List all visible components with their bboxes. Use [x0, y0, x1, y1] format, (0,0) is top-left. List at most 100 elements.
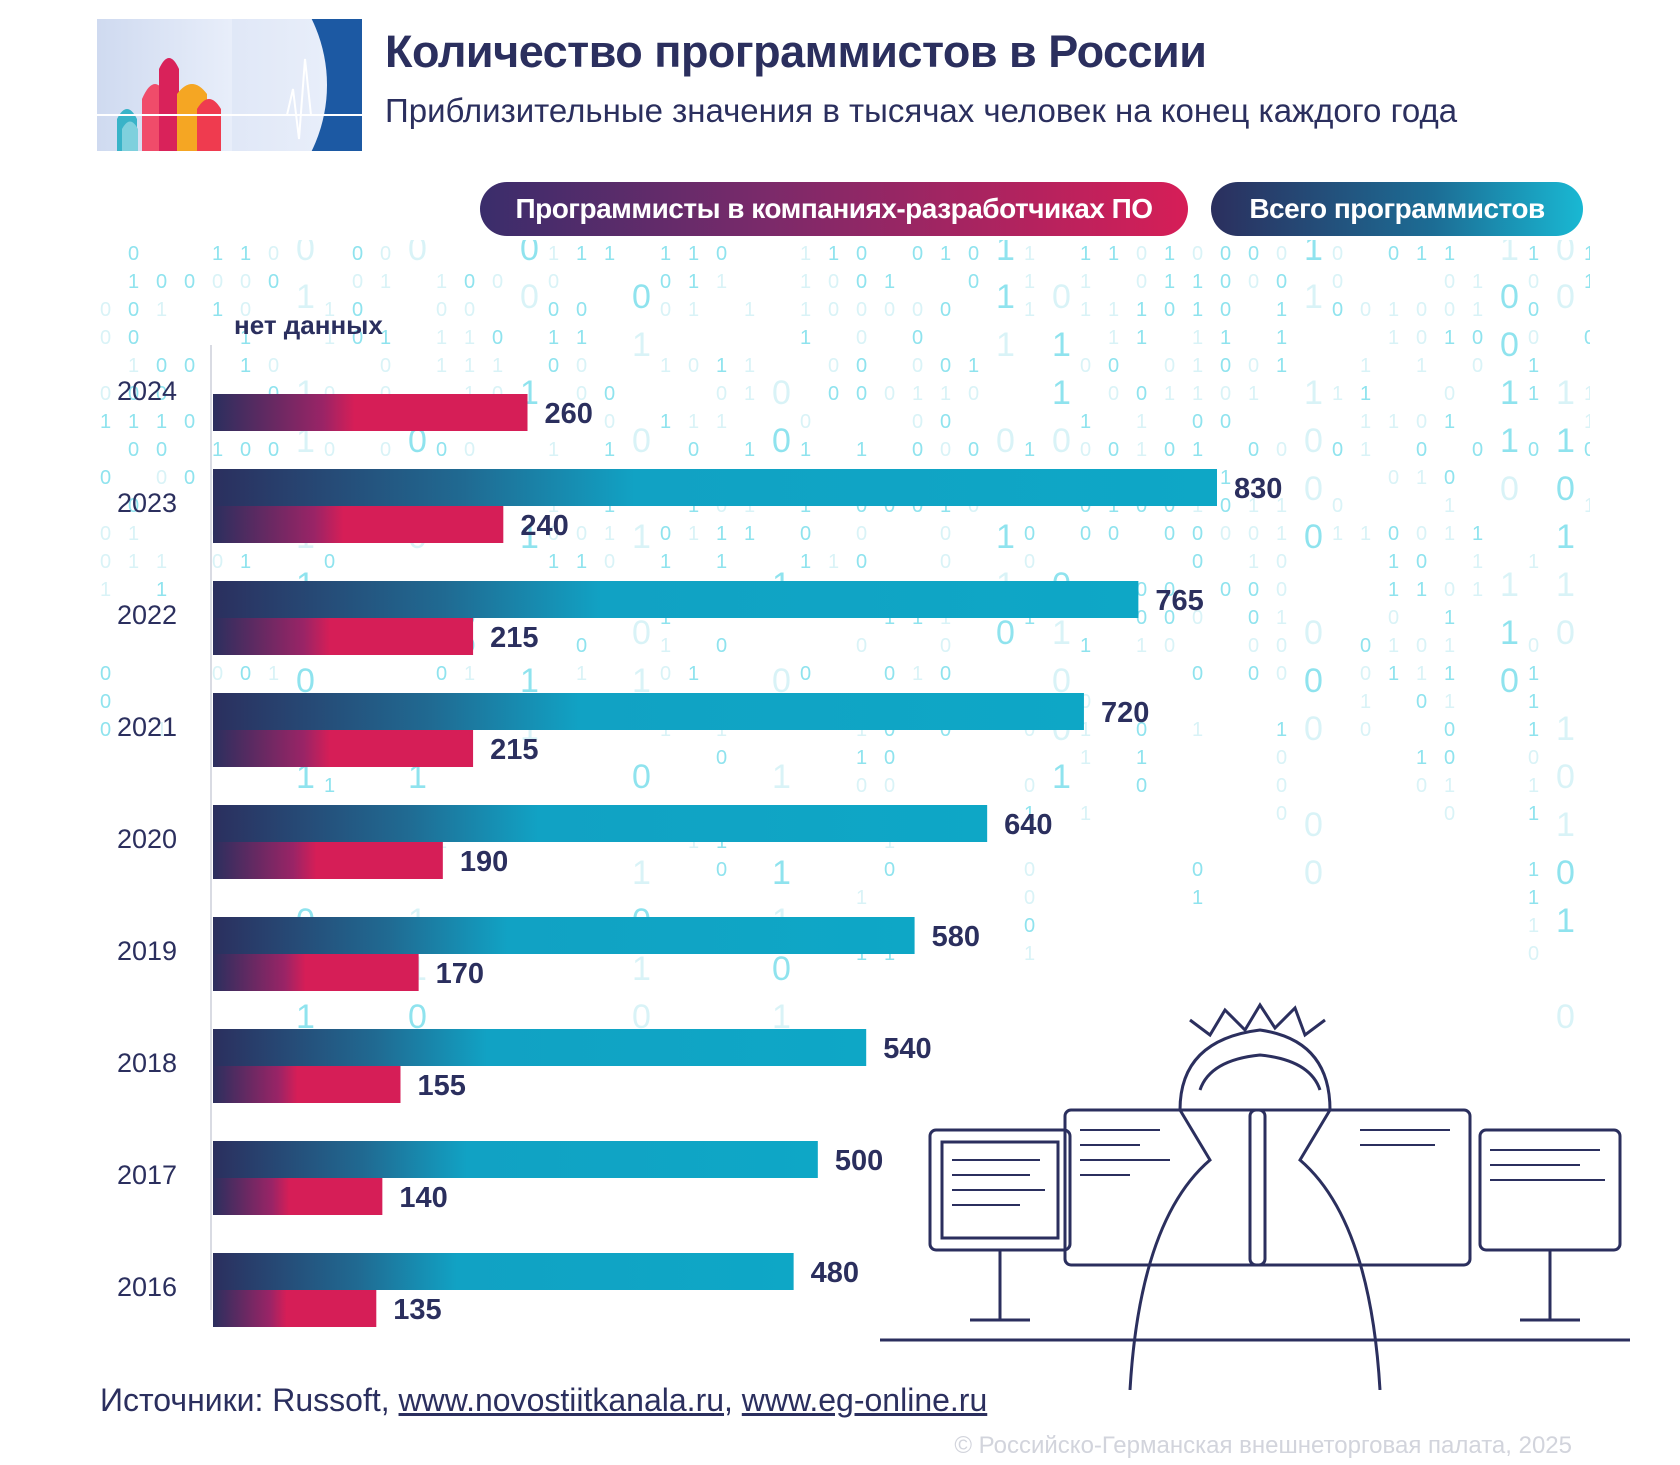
svg-text:0: 0 [1248, 355, 1259, 377]
svg-text:0: 0 [968, 271, 979, 293]
svg-text:0: 0 [1276, 579, 1287, 601]
year-label-2024: 2024 [117, 376, 177, 406]
svg-text:1: 1 [1388, 299, 1399, 321]
svg-text:0: 0 [548, 271, 559, 293]
svg-text:0: 0 [632, 278, 651, 316]
svg-text:1: 1 [1584, 411, 1590, 433]
svg-text:1: 1 [576, 327, 587, 349]
svg-text:1: 1 [996, 240, 1015, 268]
svg-text:1: 1 [576, 663, 587, 685]
svg-text:0: 0 [800, 411, 811, 433]
svg-text:0: 0 [184, 411, 195, 433]
svg-text:1: 1 [436, 355, 447, 377]
svg-text:1: 1 [744, 299, 755, 321]
source-link-eg-online[interactable]: www.eg-online.ru [741, 1382, 988, 1418]
svg-text:1: 1 [156, 299, 167, 321]
page-subtitle: Приблизительные значения в тысячах челов… [385, 92, 1458, 129]
svg-text:1: 1 [240, 355, 251, 377]
svg-text:0: 0 [408, 240, 427, 268]
svg-text:1: 1 [548, 243, 559, 265]
svg-text:1: 1 [1248, 551, 1259, 573]
svg-text:0: 0 [240, 439, 251, 461]
svg-text:0: 0 [1276, 663, 1287, 685]
svg-text:1: 1 [1528, 803, 1539, 825]
svg-text:0: 0 [492, 327, 503, 349]
svg-text:1: 1 [1556, 374, 1575, 412]
svg-text:1: 1 [1556, 566, 1575, 604]
svg-text:1: 1 [1332, 523, 1343, 545]
svg-text:0: 0 [520, 240, 539, 268]
svg-text:0: 0 [1052, 278, 1071, 316]
year-label-2019: 2019 [117, 936, 177, 966]
svg-text:0: 0 [828, 383, 839, 405]
svg-text:0: 0 [100, 327, 111, 349]
logo [97, 19, 362, 151]
svg-text:1: 1 [240, 551, 251, 573]
svg-text:0: 0 [1248, 243, 1259, 265]
svg-text:0: 0 [1024, 859, 1035, 881]
legend-total-label: Всего программистов [1249, 193, 1545, 224]
svg-text:0: 0 [1220, 271, 1231, 293]
svg-text:1: 1 [660, 635, 671, 657]
svg-text:0: 0 [352, 243, 363, 265]
svg-text:1: 1 [828, 551, 839, 573]
svg-text:0: 0 [604, 411, 615, 433]
svg-text:1: 1 [688, 663, 699, 685]
svg-text:1: 1 [1500, 374, 1519, 412]
svg-text:1: 1 [800, 439, 811, 461]
svg-text:1: 1 [1332, 383, 1343, 405]
svg-text:0: 0 [940, 523, 951, 545]
svg-text:1: 1 [1528, 383, 1539, 405]
svg-text:0: 0 [1248, 271, 1259, 293]
svg-text:0: 0 [996, 614, 1015, 652]
svg-text:0: 0 [1276, 775, 1287, 797]
svg-text:0: 0 [1220, 299, 1231, 321]
svg-text:1: 1 [800, 271, 811, 293]
svg-text:0: 0 [1444, 383, 1455, 405]
svg-text:1: 1 [464, 355, 475, 377]
svg-text:1: 1 [1528, 915, 1539, 937]
svg-text:1: 1 [156, 551, 167, 573]
svg-text:1: 1 [604, 439, 615, 461]
svg-text:0: 0 [800, 663, 811, 685]
svg-text:0: 0 [772, 950, 791, 988]
svg-text:1: 1 [1080, 803, 1091, 825]
svg-text:1: 1 [464, 327, 475, 349]
svg-text:0: 0 [1528, 299, 1539, 321]
source-link-novostiitkanala[interactable]: www.novostiitkanala.ru [398, 1382, 725, 1418]
svg-text:0: 0 [520, 278, 539, 316]
svg-text:0: 0 [1248, 439, 1259, 461]
svg-text:1: 1 [548, 327, 559, 349]
svg-text:0: 0 [1500, 662, 1519, 700]
svg-text:1: 1 [436, 271, 447, 293]
bar-total-2019 [213, 917, 915, 954]
svg-text:1: 1 [828, 243, 839, 265]
svg-text:1: 1 [576, 243, 587, 265]
svg-text:0: 0 [1556, 470, 1575, 508]
svg-text:0: 0 [100, 467, 111, 489]
svg-text:1: 1 [632, 854, 651, 892]
svg-text:1: 1 [1584, 383, 1590, 405]
svg-text:1: 1 [1164, 243, 1175, 265]
svg-text:0: 0 [1444, 719, 1455, 741]
svg-text:0: 0 [912, 439, 923, 461]
svg-text:0: 0 [1416, 327, 1427, 349]
bar-companies-2020 [213, 842, 443, 879]
svg-text:0: 0 [352, 271, 363, 293]
svg-text:1: 1 [576, 551, 587, 573]
bar-companies-2024 [213, 394, 528, 431]
svg-text:0: 0 [1192, 243, 1203, 265]
svg-text:1: 1 [856, 887, 867, 909]
svg-text:0: 0 [856, 383, 867, 405]
svg-text:1: 1 [1444, 775, 1455, 797]
svg-text:1: 1 [1500, 566, 1519, 604]
svg-text:1: 1 [1500, 240, 1519, 268]
value-label-companies-2023: 240 [520, 510, 568, 542]
value-label-companies-2016: 135 [393, 1294, 441, 1326]
svg-text:1: 1 [884, 271, 895, 293]
svg-text:0: 0 [1276, 803, 1287, 825]
svg-text:1: 1 [1024, 299, 1035, 321]
svg-text:1: 1 [520, 518, 539, 556]
svg-text:0: 0 [1052, 422, 1071, 460]
svg-text:1: 1 [660, 411, 671, 433]
